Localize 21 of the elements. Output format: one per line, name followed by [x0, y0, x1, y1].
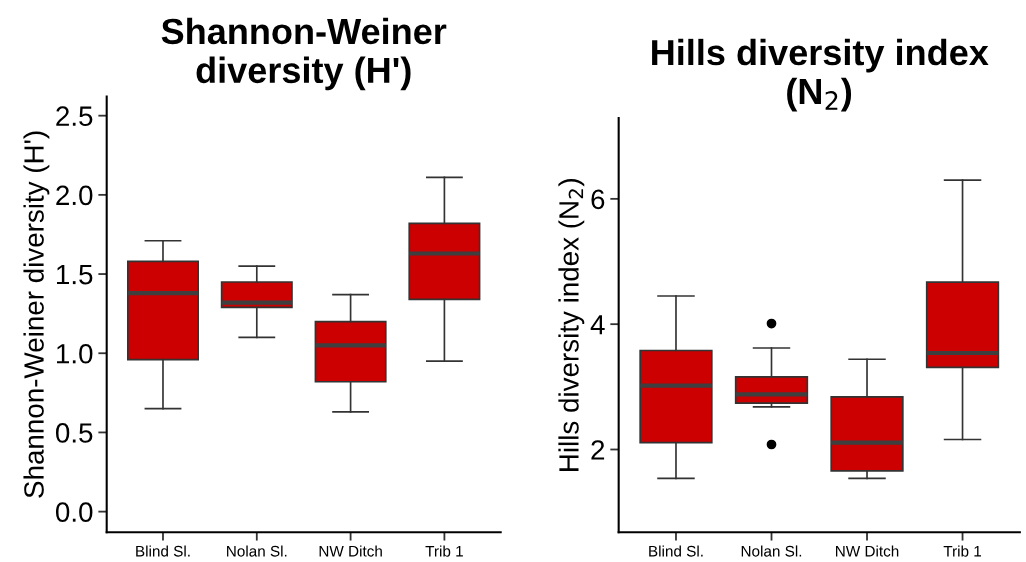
y-tick-label: 1.0	[57, 343, 93, 364]
x-tick-label: Blind Sl.	[649, 545, 703, 557]
chart-title: Hills diversity index (N$_{2}$)	[652, 38, 989, 112]
y-tick-label: 0.5	[55, 423, 93, 443]
x-tick-label: NW Ditch	[836, 545, 899, 557]
chart-title: Shannon-Weiner diversity (H')	[161, 17, 447, 91]
y-tick-label: 2.0	[56, 185, 93, 206]
x-tick-label: Trib 1	[425, 545, 463, 557]
y-tick-label: 6	[591, 189, 605, 210]
y-tick-label: 4	[590, 315, 605, 335]
x-tick-label: Trib 1	[943, 545, 982, 557]
x-tick-label: NW Ditch	[319, 545, 382, 557]
y-axis-title: Shannon-Weiner diversity (H')	[23, 131, 50, 498]
y-tick-label: 0.0	[55, 502, 93, 522]
x-tick-label: Blind Sl.	[136, 545, 190, 557]
y-axis-title: Hills diversity index (N$_{2}$)	[558, 179, 585, 471]
x-tick-label: Nolan Sl.	[227, 545, 287, 557]
y-tick-label: 2	[591, 440, 605, 460]
y-tick-label: 2.5	[56, 106, 93, 127]
y-tick-label: 1.5	[57, 265, 93, 285]
x-tick-label: Nolan Sl.	[741, 545, 802, 557]
